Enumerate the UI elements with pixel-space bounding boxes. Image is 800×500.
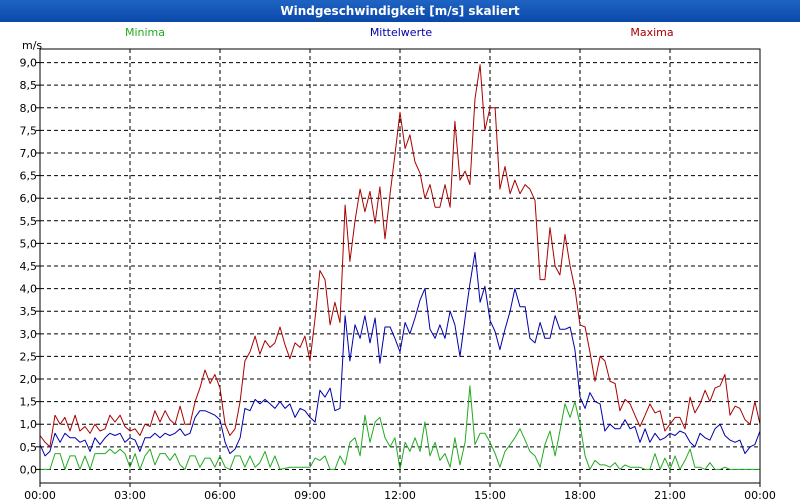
- minima-line: [40, 385, 760, 470]
- y-tick-label: 5,0: [20, 237, 38, 250]
- y-tick-label: 0,5: [20, 441, 38, 454]
- y-tick-label: 3,5: [20, 305, 38, 318]
- series-layer: [39, 64, 761, 470]
- x-tick-time: 18:00: [564, 489, 596, 500]
- maxima-line: [39, 64, 761, 448]
- y-axis-unit-label: m/s: [22, 39, 42, 52]
- y-tick-label: 9,0: [20, 57, 38, 70]
- x-tick-time: 00:00: [744, 489, 776, 500]
- y-tick-label: 0,0: [20, 463, 38, 476]
- y-ticks: 9,0 8,5 8,0 7,5 7,0 6,5 6,0 5,5 5,0 4,5 4,0 3,5 3,0 2…: [20, 57, 40, 476]
- x-tick-time: 03:00: [114, 489, 146, 500]
- y-tick-label: 1,0: [20, 418, 38, 431]
- y-tick-label: 3,0: [20, 328, 38, 341]
- x-tick-time: 15:00: [474, 489, 506, 500]
- y-tick-label: 7,5: [20, 124, 38, 137]
- x-tick-time: 06:00: [204, 489, 236, 500]
- y-tick-label: 5,5: [20, 215, 38, 228]
- wind-speed-chart: m/s Minima Mittelwerte Maxima 9,0 8,5 8,0 7…: [0, 22, 800, 500]
- y-tick-label: 1,5: [20, 396, 38, 409]
- x-tick-time: 00:00: [24, 489, 56, 500]
- legend-minima: Minima: [125, 26, 165, 39]
- y-tick-label: 8,0: [20, 102, 38, 115]
- x-tick-time: 09:00: [294, 489, 326, 500]
- x-ticks: 00:0004.10.1403:0004.10.1406:0004.10.140…: [24, 483, 776, 500]
- legend-mittelwerte: Mittelwerte: [370, 26, 433, 39]
- x-tick-time: 12:00: [384, 489, 416, 500]
- y-tick-label: 4,0: [20, 283, 38, 296]
- y-tick-label: 8,5: [20, 79, 38, 92]
- y-tick-label: 2,0: [20, 373, 38, 386]
- y-tick-label: 7,0: [20, 147, 38, 160]
- window-title: Windgeschwindigkeit [m/s] skaliert: [0, 0, 800, 22]
- grid: [40, 49, 760, 483]
- y-tick-label: 6,0: [20, 192, 38, 205]
- y-tick-label: 4,5: [20, 260, 38, 273]
- legend-maxima: Maxima: [630, 26, 673, 39]
- y-tick-label: 6,5: [20, 170, 38, 183]
- mittelwerte-line: [39, 251, 761, 457]
- x-tick-time: 21:00: [654, 489, 686, 500]
- y-tick-label: 2,5: [20, 350, 38, 363]
